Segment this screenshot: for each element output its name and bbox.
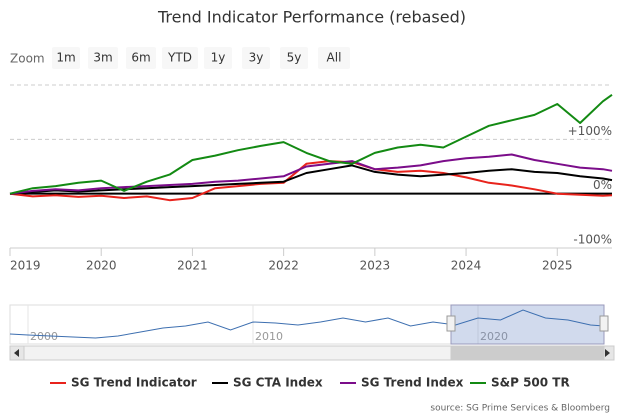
zoom-button-label[interactable]: 3y [249, 51, 264, 65]
series-line [9, 160, 613, 202]
zoom-button-label[interactable]: 3m [93, 51, 112, 65]
navigator-selection[interactable] [450, 304, 605, 345]
x-tick-label: 2020 [86, 259, 117, 273]
x-tick-label: 2019 [10, 259, 41, 273]
legend-label[interactable]: SG CTA Index [233, 376, 323, 390]
zoom-button[interactable] [88, 47, 118, 69]
scrollbar-thumb[interactable] [450, 346, 605, 360]
zoom-button[interactable] [52, 47, 80, 69]
legend-label[interactable]: SG Trend Index [361, 376, 464, 390]
zoom-label: Zoom [10, 52, 45, 66]
zoom-button-label[interactable]: 1m [56, 51, 75, 65]
navigator-tick-label: 2020 [480, 330, 508, 343]
zoom-button[interactable] [318, 47, 350, 69]
scroll-left-arrow [14, 349, 19, 357]
source-note: source: SG Prime Services & Bloomberg [430, 404, 610, 414]
series-line [9, 164, 613, 195]
navigator-frame [9, 304, 605, 345]
x-tick-label: 2023 [360, 259, 391, 273]
navigator-handle[interactable] [599, 315, 609, 332]
y-tick-label: -100% [573, 233, 612, 247]
navigator-tick-label: 2010 [255, 330, 283, 343]
zoom-button[interactable] [242, 47, 270, 69]
zoom-button[interactable] [280, 47, 308, 69]
legend-label[interactable]: SG Trend Indicator [71, 376, 197, 390]
zoom-button-label[interactable]: 1y [211, 51, 226, 65]
navigator-handle[interactable] [446, 315, 456, 332]
legend-label[interactable]: S&P 500 TR [491, 376, 570, 390]
zoom-button-label[interactable]: 6m [131, 51, 150, 65]
chart-title: Trend Indicator Performance (rebased) [157, 8, 466, 27]
navigator-line [9, 309, 605, 339]
series-line [9, 93, 613, 195]
zoom-button-label[interactable]: 5y [287, 51, 302, 65]
series-line [9, 153, 613, 195]
x-tick-label: 2022 [268, 259, 299, 273]
zoom-button[interactable] [162, 47, 198, 69]
zoom-button[interactable] [204, 47, 232, 69]
x-tick-label: 2024 [451, 259, 482, 273]
x-tick-label: 2025 [542, 259, 573, 273]
scroll-right-arrow [605, 349, 610, 357]
navigator-tick-label: 2000 [30, 330, 58, 343]
zoom-button[interactable] [126, 47, 156, 69]
zoom-button-label[interactable]: YTD [167, 51, 192, 65]
y-tick-label: +100% [568, 124, 612, 138]
x-tick-label: 2021 [177, 259, 208, 273]
y-tick-label: 0% [593, 178, 612, 192]
zoom-button-label[interactable]: All [327, 51, 342, 65]
